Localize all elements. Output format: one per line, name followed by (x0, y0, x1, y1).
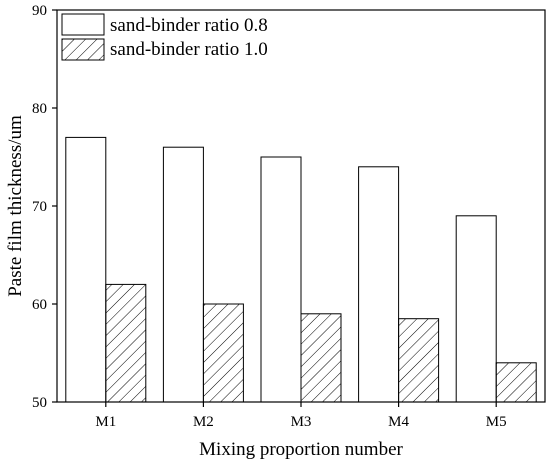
x-tick-label: M4 (388, 414, 409, 430)
legend-label-series-2: sand-binder ratio 1.0 (110, 39, 268, 60)
bar-series-2-M4 (398, 318, 440, 403)
legend-item-series-2: sand-binder ratio 1.0 (61, 38, 268, 61)
bar-series-1-M1 (65, 136, 107, 403)
y-axis-title: Paste film thickness/um (5, 115, 26, 297)
y-tick-label: 80 (32, 101, 47, 117)
x-axis-title: Mixing proportion number (199, 439, 403, 460)
y-axis: 50 60 70 80 90 (32, 3, 57, 411)
bar-series-2-M5 (495, 362, 537, 403)
x-axis: M1 M2 M3 M4 M5 (95, 402, 507, 430)
legend-item-series-1: sand-binder ratio 0.8 (61, 13, 268, 36)
legend-label-series-1: sand-binder ratio 0.8 (110, 15, 268, 36)
y-tick-label: 50 (32, 395, 47, 411)
bar-series-1-M4 (358, 166, 400, 403)
bar-series-2-M2 (202, 303, 244, 403)
x-tick-label: M1 (95, 414, 116, 430)
legend-swatch-series-2 (61, 38, 105, 61)
legend: sand-binder ratio 0.8 sand-binder ratio … (61, 13, 268, 61)
y-tick-label: 70 (32, 199, 47, 215)
legend-swatch-series-1 (61, 13, 105, 36)
bar-series-1-M5 (455, 215, 497, 403)
y-tick-label: 90 (32, 3, 47, 19)
bar-series-1-M2 (162, 146, 204, 403)
y-tick-label: 60 (32, 297, 47, 313)
bar-series-2-M1 (105, 283, 147, 403)
x-tick-label: M2 (193, 414, 214, 430)
x-tick-label: M5 (486, 414, 507, 430)
x-tick-label: M3 (291, 414, 312, 430)
bar-series-1-M3 (260, 156, 302, 403)
bar-series-2-M3 (300, 313, 342, 403)
bars-group (65, 136, 537, 403)
